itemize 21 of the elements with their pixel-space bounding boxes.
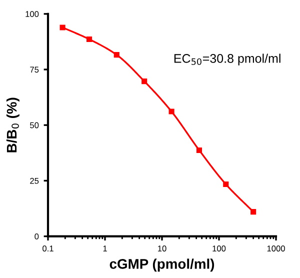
y-tick-label: 100 [26, 11, 39, 17]
point [142, 78, 148, 84]
x-axis-title: cGMP (pmol/ml) [110, 258, 214, 272]
y-tick-label: 75 [30, 66, 39, 73]
point [250, 209, 256, 215]
x-tick-label: 100 [212, 246, 226, 252]
x-tick-label: 10 [158, 246, 166, 252]
x-tick-label: 1000 [267, 246, 285, 252]
point [114, 52, 120, 58]
point [60, 24, 66, 30]
annotation: EC$_{50}$=30.8 pmol/ml [174, 54, 280, 66]
y-tick-label: 25 [30, 178, 39, 184]
point [168, 108, 174, 114]
y-tick-label: 50 [30, 122, 39, 128]
y-axis-title: B/B$_{0}$ (%) [6, 98, 20, 152]
point [86, 36, 92, 42]
point [223, 181, 229, 188]
x-tick-label: 1 [103, 246, 107, 252]
y-tick-label: 0 [34, 234, 39, 240]
x-tick-label: 0.1 [42, 246, 54, 252]
point [196, 147, 202, 154]
